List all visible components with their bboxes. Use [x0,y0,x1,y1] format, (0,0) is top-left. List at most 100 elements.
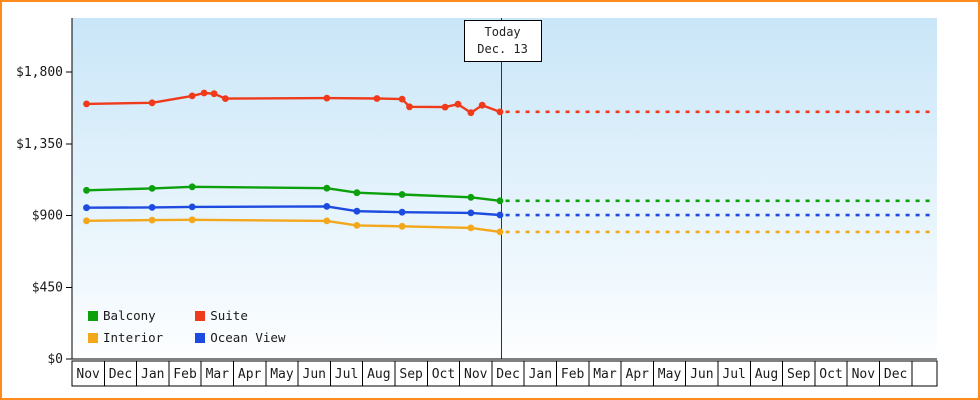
series-point-interior [83,217,90,225]
month-cell [717,360,751,387]
month-label: Nov [76,367,100,382]
month-cell [329,360,364,387]
legend-label: Suite [210,308,248,323]
legend-label: Ocean View [210,330,286,345]
series-point-suite [406,103,413,111]
series-point-balcony [323,184,331,192]
month-cell [556,360,590,387]
series-point-interior [398,222,406,230]
today-label: Today [484,25,521,39]
month-label: Oct [819,367,842,382]
series-point-suite [188,92,196,100]
month-label: Jun [303,367,326,382]
y-axis-label: $0 [47,352,63,367]
series-point-suite [478,101,486,109]
y-axis-label: $1,350 [16,137,63,152]
series-point-ocean-view [188,203,196,211]
month-label: Mar [206,367,230,382]
month-label: Mar [593,367,617,382]
today-marker: Today Dec. 13 [463,20,542,62]
series-point-ocean-view [398,208,406,216]
month-cell [233,360,267,387]
series-point-interior [323,217,331,225]
month-cell [749,360,784,387]
plot-background [72,18,937,359]
series-point-ocean-view [323,203,331,210]
today-date: Dec. 13 [477,42,528,56]
series-point-balcony [398,191,406,198]
month-label: Nov [852,367,876,382]
series-point-suite [148,99,156,107]
month-label: Jul [722,367,745,382]
legend-swatch-suite [195,310,206,321]
legend-label: Balcony [103,308,156,323]
series-point-balcony [148,185,156,192]
month-cell [782,360,816,387]
month-label: May [658,367,682,382]
month-label: Sep [787,367,811,382]
series-point-balcony [83,186,90,194]
series-line-balcony [85,185,502,203]
series-point-interior [496,228,504,236]
month-label: Jul [335,367,358,382]
month-label: Feb [173,367,197,382]
month-label: Jan [141,367,164,382]
series-point-suite [200,89,208,97]
series-point-ocean-view [353,207,361,215]
y-axis-label: $900 [32,209,63,224]
month-label: Sep [399,367,423,382]
legend-item-balcony: Balcony [88,308,163,323]
series-point-suite [210,90,218,98]
series-point-interior [148,216,156,224]
month-label: Jan [529,367,552,382]
month-label: Aug [755,367,778,382]
month-cell [491,360,525,387]
legend-swatch-balcony [88,310,98,321]
series-point-suite [323,94,331,102]
series-point-ocean-view [148,204,156,211]
month-cell [265,360,299,387]
month-label: Jun [690,367,713,382]
legend-item-ocean-view: Ocean View [195,330,285,345]
series-point-interior [188,216,196,224]
month-label: Dec [884,367,907,382]
legend-swatch-ocean-view [195,332,206,343]
month-cell [394,360,428,387]
legend-item-suite: Suite [195,308,285,323]
month-label: Oct [432,367,455,382]
month-label: Feb [561,367,585,382]
series-point-suite [398,95,406,103]
month-label: Dec [109,367,132,382]
month-label: Apr [238,367,262,382]
series-point-ocean-view [496,211,504,219]
series-point-suite [373,95,381,102]
series-point-balcony [188,183,196,191]
month-cell [523,360,558,387]
series-point-suite [467,109,475,117]
month-cell [620,360,654,387]
series-point-balcony [496,197,504,205]
legend-label: Interior [103,330,164,345]
series-point-interior [353,222,361,229]
series-point-ocean-view [467,209,475,217]
month-label: Dec [496,367,519,382]
chart-legend: Balcony Suite Interior Ocean View [88,308,285,345]
series-point-ocean-view [83,204,90,212]
series-point-balcony [353,189,361,197]
series-point-suite [441,103,449,111]
series-point-suite [83,100,90,108]
series-point-interior [467,224,475,232]
month-cell [685,360,719,387]
month-cell [652,360,687,387]
y-axis-label: $450 [32,280,63,295]
y-axis-label: $1,800 [16,65,63,80]
month-label: Apr [626,367,650,382]
series-point-balcony [467,193,475,201]
month-label: Aug [367,367,390,382]
legend-swatch-interior [88,332,98,343]
series-line-ocean-view [85,205,502,217]
series-point-suite [454,100,462,108]
series-point-suite [496,108,504,116]
legend-item-interior: Interior [88,330,163,345]
